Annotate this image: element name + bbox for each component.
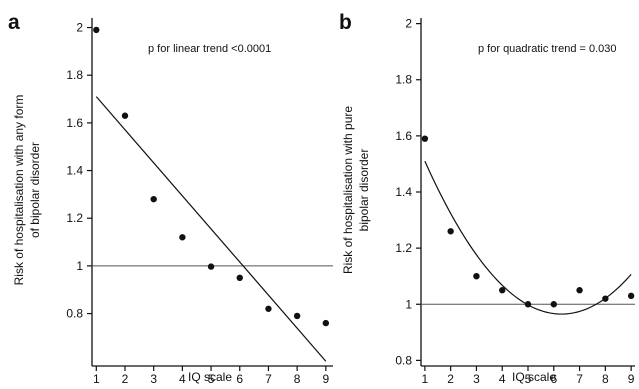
panel-a-x-tick-label: 3 xyxy=(150,372,157,384)
panel-b: b Risk of hospitalisation with pure bipo… xyxy=(339,11,635,386)
panel-b-x-tick-label: 6 xyxy=(550,372,557,384)
panel-b-x-tick-label: 4 xyxy=(499,372,506,384)
panel-a-annotation: p for linear trend <0.0001 xyxy=(148,43,271,55)
panel-b-x-tick-label: 7 xyxy=(576,372,583,384)
panel-b-data-point xyxy=(576,287,583,294)
panel-b-annotation: p for quadratic trend = 0.030 xyxy=(478,43,617,55)
panel-a-trend-line xyxy=(95,96,327,362)
panel-a-x-tick-label: 6 xyxy=(236,372,243,384)
panel-a-data-point xyxy=(293,312,301,320)
panel-b-data-point xyxy=(447,228,454,235)
panel-b-data-point xyxy=(421,135,429,142)
panel-a-data-point xyxy=(265,305,272,312)
panel-a-y-tick-label: 1.8 xyxy=(66,68,83,82)
panel-b-y-tick-label: 2 xyxy=(405,17,412,31)
panel-a-y-label: Risk of hospitalisation with any form of… xyxy=(12,95,42,286)
panel-a-y-tick-label: 1.4 xyxy=(66,164,83,178)
panel-b-data-point xyxy=(473,272,480,280)
panel-b-y-label-line1: Risk of hospitalisation with pure xyxy=(341,106,355,274)
panel-a-data-point xyxy=(207,263,215,270)
panel-a-y-label-line1: Risk of hospitalisation with any form xyxy=(12,95,26,286)
panel-b-data-point xyxy=(627,292,635,300)
panel-a-x-tick-label: 9 xyxy=(322,372,329,384)
panel-b-label: b xyxy=(339,11,352,34)
panel-a-x-tick-label: 2 xyxy=(122,372,129,384)
panel-b-y-tick-label: 0.8 xyxy=(395,353,412,367)
panel-b-data-point xyxy=(602,295,609,302)
panel-b-x-tick-label: 9 xyxy=(628,372,635,384)
panel-a-data-point xyxy=(150,195,157,203)
panel-a-x-tick-label: 8 xyxy=(294,372,301,384)
panel-a: a Risk of hospitalisation with any form … xyxy=(8,11,333,386)
panel-a-y-tick-label: 1.2 xyxy=(66,211,83,225)
panel-b-y-tick-label: 1 xyxy=(405,297,412,311)
panel-b-x-tick-label: 5 xyxy=(525,372,532,384)
panel-a-y-tick-label: 0.8 xyxy=(66,307,83,321)
panel-b-x-label: IQ scale xyxy=(512,370,556,384)
panel-b-x-tick-label: 1 xyxy=(422,372,429,384)
panel-a-y-label-line2: of bipolar disorder xyxy=(28,142,42,238)
panel-a-x-tick-label: 4 xyxy=(179,372,186,384)
panel-b-data-point xyxy=(550,301,557,308)
panel-a-x-tick-label: 7 xyxy=(265,372,272,384)
panel-b-y-tick-label: 1.4 xyxy=(395,185,412,199)
panel-b-data-point xyxy=(524,301,532,308)
panel-a-data-point xyxy=(179,234,186,241)
panel-a-data-point xyxy=(121,112,129,119)
panel-b-trend-curve xyxy=(424,160,632,315)
panel-a-y-tick-label: 1 xyxy=(76,259,83,273)
panel-a-x-label: IQ scale xyxy=(188,370,232,384)
panel-a-y-tick-label: 2 xyxy=(76,21,83,35)
panel-b-x-tick-label: 3 xyxy=(473,372,480,384)
panel-b-data-point xyxy=(499,287,506,294)
panel-a-data-point xyxy=(322,319,330,327)
panel-b-plot-area: 0.8 1 1.2 1.4 1.6 1.8 2 1 2 3 4 5 6 7 8 9 xyxy=(395,17,635,386)
panel-a-data-point xyxy=(236,274,243,282)
panel-a-data-point xyxy=(93,26,100,34)
panel-b-y-label-line2: bipolar disorder xyxy=(357,149,371,232)
panel-b-x-tick-label: 2 xyxy=(447,372,454,384)
panel-a-y-tick-label: 1.6 xyxy=(66,116,83,130)
panel-b-y-tick-label: 1.6 xyxy=(395,129,412,143)
panel-b-y-label: Risk of hospitalisation with pure bipola… xyxy=(341,106,371,274)
panel-b-y-tick-label: 1.2 xyxy=(395,241,412,255)
panel-a-label: a xyxy=(8,11,20,34)
panel-a-x-tick-label: 5 xyxy=(208,372,215,384)
panel-a-plot-area: 0.8 1 1.2 1.4 1.6 1.8 2 1 2 3 4 5 6 7 8 9 xyxy=(66,18,333,386)
panel-b-x-tick-label: 8 xyxy=(602,372,609,384)
panel-b-y-tick-label: 1.8 xyxy=(395,73,412,87)
panel-a-x-tick-label: 1 xyxy=(93,372,100,384)
